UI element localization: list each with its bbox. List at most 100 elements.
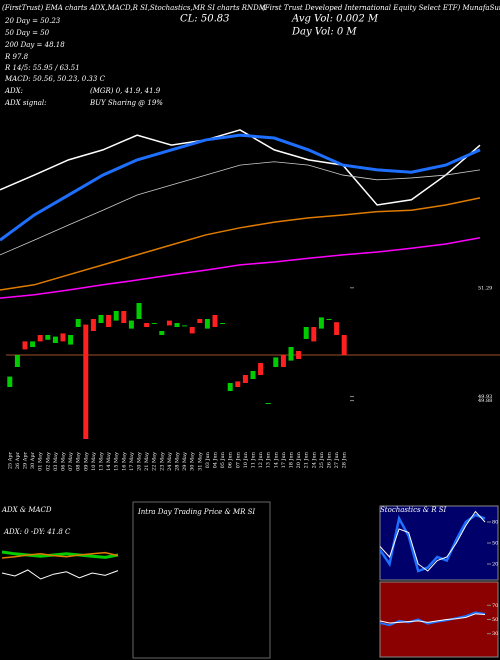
- stat: R 14/5: 55.95 / 63.51: [4, 64, 80, 72]
- title: (First Trust Developed International Equ…: [262, 4, 500, 12]
- series-line: [0, 133, 481, 242]
- x-tick-label: 25 Jun: [319, 451, 325, 468]
- x-tick-label: 30 May: [190, 452, 196, 471]
- candle: [189, 327, 195, 334]
- y-tick-label: 70: [492, 603, 498, 609]
- stat: Avg Vol: 0.002 M: [291, 14, 379, 25]
- candle: [83, 324, 89, 439]
- x-tick-label: 14 May: [106, 452, 112, 471]
- candle: [106, 315, 112, 327]
- x-tick-label: 04 Jun: [213, 451, 219, 468]
- series-line: [0, 197, 481, 291]
- panel-background: [379, 505, 499, 581]
- candle: [68, 335, 74, 345]
- series-line: [1, 569, 119, 580]
- x-tick-label: 13 Jun: [266, 451, 272, 468]
- stat: ADX signal:: [4, 99, 46, 107]
- stat: ADX:: [4, 87, 23, 95]
- candle: [60, 333, 66, 342]
- candle: [151, 323, 157, 324]
- candle: [280, 355, 286, 367]
- series-line: [1, 550, 119, 559]
- x-tick-label: 05 Jun: [220, 451, 226, 468]
- candle: [288, 347, 294, 361]
- series-line: [0, 237, 481, 299]
- x-tick-label: 13 May: [99, 452, 105, 471]
- series-line: [379, 613, 486, 624]
- candle: [98, 315, 104, 323]
- candle: [273, 357, 279, 367]
- candle: [37, 335, 43, 342]
- candle: [30, 341, 36, 347]
- y-tick-label: 20: [492, 562, 498, 568]
- x-tick-label: 02 May: [45, 452, 51, 471]
- candle: [220, 323, 226, 324]
- candle: [227, 383, 233, 391]
- stat: 200 Day = 48.18: [4, 41, 65, 49]
- x-tick-label: 11 Jun: [251, 451, 257, 468]
- series-line: [0, 129, 481, 206]
- x-tick-label: 10 May: [91, 452, 97, 471]
- candle: [174, 323, 180, 327]
- candle: [311, 327, 317, 342]
- candle: [121, 311, 127, 323]
- series-line: [379, 611, 486, 627]
- x-tick-label: 25 Apr: [7, 451, 13, 469]
- x-tick-label: 23 May: [159, 452, 165, 471]
- y-tick-label: 50: [492, 541, 498, 547]
- x-tick-label: 24 May: [167, 452, 173, 471]
- x-tick-label: 30 Apr: [30, 451, 36, 469]
- stat: BUY Sharing @ 19%: [89, 99, 163, 107]
- candle: [265, 403, 271, 404]
- candle: [204, 319, 210, 329]
- candle: [235, 381, 241, 387]
- x-tick-label: 21 May: [144, 452, 150, 471]
- candle: [318, 317, 324, 329]
- candle: [14, 355, 20, 367]
- candle: [212, 315, 218, 327]
- panel-background: [379, 581, 499, 658]
- candle: [341, 335, 347, 355]
- series-line: [1, 551, 119, 559]
- x-tick-label: 08 May: [76, 452, 82, 471]
- x-tick-label: 16 May: [121, 452, 127, 471]
- x-tick-label: 14 Jun: [273, 451, 279, 468]
- candle: [113, 311, 119, 321]
- stat: (MGR) 0, 41.9, 41.9: [90, 87, 161, 95]
- series-line: [379, 510, 486, 572]
- candle: [52, 336, 58, 343]
- candle: [7, 376, 13, 387]
- candle: [166, 320, 172, 326]
- candle: [45, 335, 51, 340]
- x-tick-label: 17 Jun: [281, 451, 287, 468]
- x-tick-label: 20 May: [137, 452, 143, 471]
- stat: 50 Day = 50: [5, 29, 50, 37]
- x-tick-label: 22 May: [152, 452, 158, 471]
- intraday-panel: [132, 501, 271, 659]
- stat: Day Vol: 0 M: [291, 27, 357, 38]
- y-tick-label: 49.88: [478, 398, 492, 404]
- panel-title: ADX & MACD: [1, 506, 52, 514]
- y-tick-label: 49.93: [478, 394, 492, 400]
- y-tick-label: 30: [492, 631, 498, 637]
- x-tick-label: 27 Jun: [334, 451, 340, 468]
- x-tick-label: 06 Jun: [228, 451, 234, 468]
- y-tick-label: 50: [492, 617, 498, 623]
- series-line: [378, 513, 486, 573]
- panel-title: Intra Day Trading Price & MR SI: [137, 508, 255, 516]
- candle: [128, 320, 134, 329]
- stat: MACD: 50.56, 50.23, 0.33 C: [4, 75, 106, 83]
- y-tick-label: 51.29: [478, 285, 492, 291]
- x-tick-label: 07 Jun: [235, 451, 241, 468]
- stat: R 97.8: [4, 53, 29, 61]
- candle: [303, 327, 309, 339]
- candle: [334, 322, 340, 335]
- x-tick-label: 28 Jun: [342, 451, 348, 468]
- x-tick-label: 12 Jun: [258, 451, 264, 468]
- x-tick-label: 31 May: [197, 452, 203, 471]
- x-tick-label: 26 Apr: [15, 451, 21, 469]
- x-tick-label: 21 Jun: [304, 451, 310, 468]
- candle: [182, 325, 188, 327]
- y-tick-label: 80: [492, 520, 498, 526]
